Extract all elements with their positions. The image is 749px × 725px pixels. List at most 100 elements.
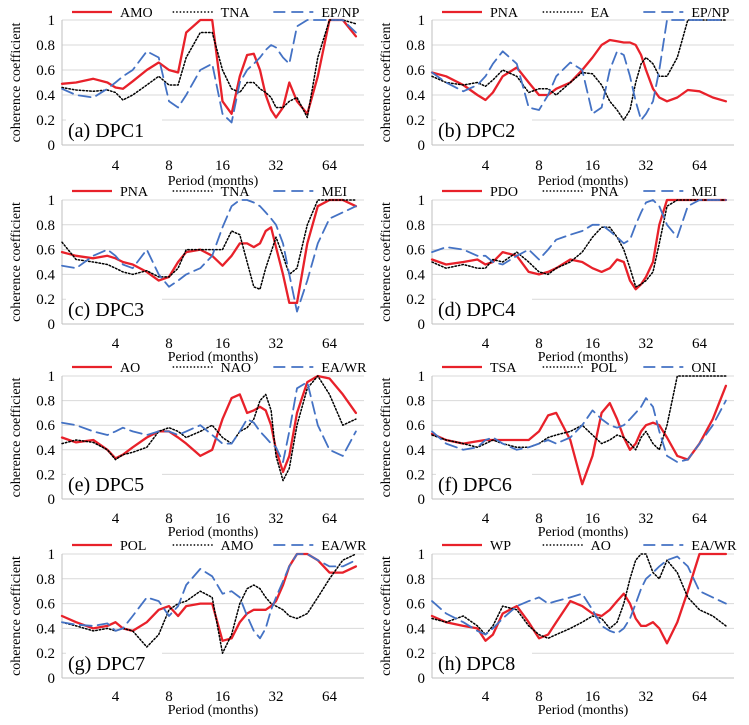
y-tick-label: 0.4 bbox=[36, 267, 55, 283]
x-tick-label: 32 bbox=[639, 158, 654, 174]
panel-title-backing bbox=[436, 298, 532, 320]
panel-title-backing bbox=[436, 473, 532, 495]
y-tick-label: 1 bbox=[48, 13, 56, 29]
y-tick-label: 0.6 bbox=[36, 418, 55, 434]
x-tick-label: 16 bbox=[585, 158, 601, 174]
series-line-ea-wr bbox=[431, 555, 727, 636]
x-tick-label: 64 bbox=[692, 158, 708, 174]
x-tick-label: 32 bbox=[639, 689, 654, 705]
y-axis-label: coherence coefficient bbox=[9, 377, 24, 497]
x-tick-label: 8 bbox=[535, 511, 543, 527]
x-tick-label: 16 bbox=[215, 511, 231, 527]
panel-title: (g) DPC7 bbox=[68, 653, 145, 675]
series-line-nao bbox=[61, 375, 357, 482]
y-tick-label: 0 bbox=[48, 317, 56, 333]
legend-label: ONI bbox=[691, 361, 716, 376]
y-tick-label: 0.8 bbox=[36, 394, 55, 410]
x-tick-label: 4 bbox=[112, 511, 120, 527]
y-tick-label: 1 bbox=[418, 193, 426, 209]
y-tick-label: 0.4 bbox=[36, 443, 55, 459]
x-tick-label: 4 bbox=[112, 336, 120, 352]
x-tick-label: 32 bbox=[269, 689, 284, 705]
panel-title-backing bbox=[66, 298, 162, 320]
y-tick-label: 1 bbox=[418, 369, 426, 385]
y-tick-label: 0.6 bbox=[36, 63, 55, 79]
series-line-ep-np bbox=[431, 19, 727, 121]
x-axis-label: Period (months) bbox=[168, 174, 259, 189]
x-tick-label: 4 bbox=[482, 689, 490, 705]
y-tick-label: 0.2 bbox=[36, 113, 55, 129]
y-tick-label: 0.4 bbox=[406, 621, 425, 637]
series-line-ea bbox=[431, 19, 727, 121]
panel-title-backing bbox=[436, 119, 532, 141]
legend-label: POL bbox=[591, 361, 617, 376]
series-line-ea-wr bbox=[61, 553, 357, 640]
y-tick-label: 0.2 bbox=[406, 292, 425, 308]
series-line-mei bbox=[431, 199, 727, 266]
x-axis-label: Period (months) bbox=[168, 525, 259, 540]
x-tick-label: 4 bbox=[112, 158, 120, 174]
panel-8: 0 0.2 0.4 0.6 0.8 1 4 8 16 32 64 Period (months) coh… bbox=[379, 539, 737, 718]
legend-label: POL bbox=[120, 539, 146, 554]
panel-title-backing bbox=[66, 119, 162, 141]
y-axis-label: coherence coefficient bbox=[9, 202, 24, 322]
y-tick-label: 0 bbox=[48, 138, 56, 154]
legend-label: EP/NP bbox=[321, 6, 359, 21]
x-tick-label: 64 bbox=[692, 689, 708, 705]
x-tick-label: 64 bbox=[692, 336, 708, 352]
y-axis-label: coherence coefficient bbox=[379, 556, 394, 676]
y-axis-label: coherence coefficient bbox=[9, 22, 24, 142]
y-tick-label: 0 bbox=[418, 671, 426, 687]
y-tick-label: 0.6 bbox=[406, 243, 425, 259]
x-tick-label: 64 bbox=[322, 511, 338, 527]
y-tick-label: 1 bbox=[48, 547, 56, 563]
legend-label: PNA bbox=[120, 185, 149, 200]
y-tick-label: 0.8 bbox=[406, 394, 425, 410]
y-tick-label: 0.6 bbox=[36, 243, 55, 259]
legend-label: AO bbox=[120, 361, 140, 376]
panel-6: 0 0.2 0.4 0.6 0.8 1 4 8 16 32 64 Period (months) coh… bbox=[379, 361, 734, 540]
y-axis-label: coherence coefficient bbox=[379, 22, 394, 142]
y-tick-label: 1 bbox=[418, 547, 426, 563]
y-tick-label: 0.8 bbox=[36, 38, 55, 54]
series-line-pna bbox=[430, 38, 728, 103]
legend-label: EP/NP bbox=[691, 6, 729, 21]
series-line-tna bbox=[61, 19, 357, 119]
x-tick-label: 8 bbox=[535, 158, 543, 174]
series-line-pna bbox=[431, 199, 727, 288]
y-tick-label: 0 bbox=[48, 492, 56, 508]
series-line-pdo bbox=[430, 198, 728, 291]
x-tick-label: 32 bbox=[639, 336, 654, 352]
y-tick-label: 0.2 bbox=[406, 646, 425, 662]
series-line-ea-wr bbox=[61, 381, 357, 464]
panel-title-backing bbox=[66, 652, 162, 674]
panel-2: 0 0.2 0.4 0.6 0.8 1 4 8 16 32 64 Period (months) coh… bbox=[379, 6, 734, 189]
panel-title: (a) DPC1 bbox=[68, 120, 144, 142]
y-tick-label: 0.8 bbox=[406, 572, 425, 588]
legend-label: TNA bbox=[221, 185, 251, 200]
y-tick-label: 0.2 bbox=[406, 113, 425, 129]
panel-title-backing bbox=[66, 473, 162, 495]
x-tick-label: 64 bbox=[322, 689, 338, 705]
x-tick-label: 16 bbox=[215, 336, 231, 352]
y-tick-label: 0.8 bbox=[36, 218, 55, 234]
y-tick-label: 0.2 bbox=[406, 467, 425, 483]
series-line-tna bbox=[61, 199, 357, 291]
panel-1: 0 0.2 0.4 0.6 0.8 1 4 8 16 32 64 Period (months) coh… bbox=[9, 6, 364, 189]
x-tick-label: 4 bbox=[482, 336, 490, 352]
y-tick-label: 0.8 bbox=[36, 572, 55, 588]
y-tick-label: 0 bbox=[418, 492, 426, 508]
panel-title: (e) DPC5 bbox=[68, 474, 144, 496]
series-line-wp bbox=[430, 552, 728, 645]
series-line-pol bbox=[60, 552, 358, 642]
legend-label: AMO bbox=[221, 539, 254, 554]
legend-label: AO bbox=[591, 539, 611, 554]
y-tick-label: 0 bbox=[48, 671, 56, 687]
panel-title: (f) DPC6 bbox=[438, 474, 512, 496]
legend-label: PNA bbox=[490, 6, 519, 21]
legend-label: AMO bbox=[120, 6, 153, 21]
y-tick-label: 1 bbox=[48, 193, 56, 209]
series-line-pna bbox=[60, 198, 358, 305]
series-line-ao bbox=[431, 553, 727, 640]
